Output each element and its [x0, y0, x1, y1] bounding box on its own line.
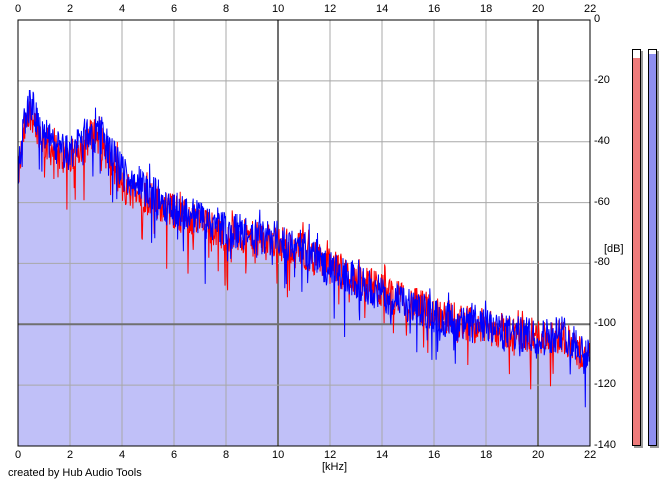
- x-tick-label-top: 18: [480, 3, 493, 15]
- x-tick-label-bottom: 12: [324, 449, 337, 461]
- x-tick-label-top: 4: [119, 3, 126, 15]
- x-tick-label-top: 14: [376, 3, 389, 15]
- y-tick-label: -120: [594, 378, 617, 390]
- x-tick-label-bottom: 16: [428, 449, 441, 461]
- x-tick-label-top: 2: [67, 3, 74, 15]
- x-tick-label-bottom: 10: [272, 449, 285, 461]
- x-tick-label-bottom: 6: [171, 449, 178, 461]
- plot-frame: [17, 19, 591, 447]
- x-tick-label-bottom: 20: [532, 449, 545, 461]
- x-tick-label-top: 12: [324, 3, 337, 15]
- x-tick-label-top: 0: [15, 3, 22, 15]
- x-tick-label-bottom: 0: [15, 449, 22, 461]
- x-tick-label-bottom: 4: [119, 449, 126, 461]
- y-tick-label: -20: [594, 74, 610, 86]
- y-tick-label: -60: [594, 196, 610, 208]
- x-tick-label-top: 6: [171, 3, 178, 15]
- x-tick-label-top: 20: [532, 3, 545, 15]
- left-channel-level-meter: [632, 49, 641, 446]
- y-tick-label: 0: [594, 13, 601, 25]
- y-axis-label: [dB]: [604, 243, 624, 255]
- y-tick-label: -80: [594, 256, 610, 268]
- series-line-layer: [17, 90, 591, 408]
- x-tick-label-bottom: 22: [584, 449, 597, 461]
- x-tick-label-bottom: 2: [67, 449, 74, 461]
- spectrum-fill-area: [18, 95, 590, 446]
- x-tick-label-top: 16: [428, 3, 441, 15]
- x-tick-label-bottom: 8: [223, 449, 230, 461]
- x-tick-label-bottom: 18: [480, 449, 493, 461]
- y-tick-label: -100: [594, 317, 617, 329]
- right-channel-level-meter: [648, 49, 657, 446]
- credit-text: created by Hub Audio Tools: [8, 467, 142, 479]
- spectrum-area-layer: [18, 95, 590, 446]
- x-tick-label-top: 10: [272, 3, 285, 15]
- right-channel-series-line: [17, 90, 591, 408]
- x-tick-label-bottom: 14: [376, 449, 389, 461]
- x-axis-label: [kHz]: [322, 461, 348, 473]
- x-tick-label-top: 8: [223, 3, 230, 15]
- y-tick-label: -140: [594, 439, 617, 451]
- x-tick-label-top: 22: [584, 3, 597, 15]
- y-tick-label: -40: [594, 135, 610, 147]
